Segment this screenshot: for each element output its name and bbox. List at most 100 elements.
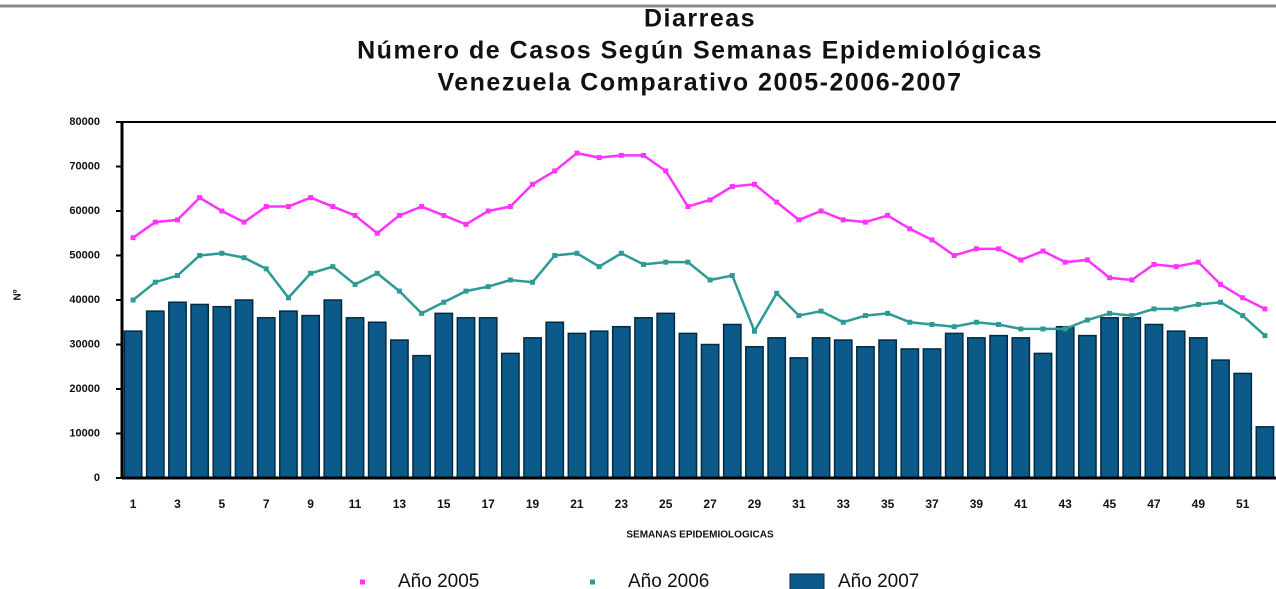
bar <box>745 345 764 479</box>
point <box>729 184 735 190</box>
x-tick-label: 19 <box>526 497 540 511</box>
point <box>840 217 846 223</box>
x-tick-label: 29 <box>748 497 762 511</box>
x-tick-label: 31 <box>792 497 806 511</box>
bar <box>1100 317 1119 479</box>
bar <box>1033 352 1053 479</box>
point <box>973 319 979 325</box>
x-tick-label: 9 <box>307 497 314 511</box>
bar <box>1122 317 1142 479</box>
y-tick-label: 80000 <box>69 116 100 128</box>
bar <box>634 317 653 479</box>
bar <box>900 348 920 479</box>
point <box>263 204 269 210</box>
point <box>330 264 336 270</box>
point <box>352 212 358 218</box>
point <box>641 261 647 267</box>
point <box>308 270 314 276</box>
point <box>241 219 247 225</box>
bar <box>145 310 165 479</box>
bar <box>1011 337 1031 479</box>
bar <box>123 330 143 479</box>
bar <box>190 303 210 479</box>
point <box>463 221 469 227</box>
legend-label: Año 2006 <box>628 571 709 589</box>
point <box>596 155 602 161</box>
point <box>330 204 336 210</box>
point <box>796 313 802 319</box>
bar <box>589 330 609 479</box>
x-tick-label: 17 <box>481 497 495 511</box>
x-tick-label: 47 <box>1147 497 1161 511</box>
point <box>374 230 380 236</box>
point <box>463 288 469 294</box>
point <box>1240 313 1246 319</box>
point <box>507 204 513 210</box>
bar <box>323 299 343 479</box>
point <box>419 204 425 210</box>
x-tick-label: 35 <box>881 497 895 511</box>
bar <box>678 332 698 479</box>
x-tick-label: 21 <box>570 497 584 511</box>
x-tick-label: 3 <box>174 497 181 511</box>
point <box>1062 259 1068 265</box>
point <box>1018 326 1024 332</box>
x-tick-label: 41 <box>1014 497 1028 511</box>
x-tick-label: 5 <box>219 497 226 511</box>
point <box>818 208 824 214</box>
bar <box>545 321 565 479</box>
y-tick-label: 10000 <box>69 427 100 439</box>
point <box>507 277 513 283</box>
bar <box>234 299 254 479</box>
point <box>285 204 291 210</box>
point <box>685 259 691 265</box>
bar <box>389 339 409 479</box>
x-tick-label: 27 <box>703 497 717 511</box>
x-tick-label: 33 <box>837 497 851 511</box>
bar <box>168 301 187 479</box>
point <box>1129 277 1135 283</box>
y-tick-label: 0 <box>94 472 100 484</box>
bar <box>434 312 454 479</box>
point <box>1218 281 1224 287</box>
bar <box>412 354 432 479</box>
point <box>530 181 536 187</box>
point <box>774 290 780 296</box>
point <box>907 226 913 232</box>
bar <box>478 317 498 479</box>
legend-swatch <box>789 573 825 589</box>
point <box>641 152 647 158</box>
bar <box>767 337 787 479</box>
point <box>996 246 1002 252</box>
x-tick-label: 1 <box>130 497 137 511</box>
point <box>840 319 846 325</box>
point <box>219 250 225 256</box>
bar <box>523 337 542 479</box>
point <box>152 219 158 225</box>
bar <box>922 348 942 479</box>
bar <box>1077 334 1097 479</box>
point <box>907 319 913 325</box>
legend-label: Año 2007 <box>838 571 919 589</box>
point <box>1173 264 1179 270</box>
line <box>132 151 1266 311</box>
point <box>1151 261 1157 267</box>
bar <box>700 343 720 479</box>
point <box>663 168 669 174</box>
chart-title: Diarreas <box>644 5 756 33</box>
point <box>396 212 402 218</box>
point <box>885 310 891 316</box>
bar <box>567 332 587 479</box>
y-tick-label: 20000 <box>69 383 100 395</box>
point <box>1262 333 1268 339</box>
bar <box>367 321 387 479</box>
bar <box>856 345 875 479</box>
point <box>1218 299 1224 305</box>
y-tick-label: 40000 <box>69 294 100 306</box>
line <box>132 251 1266 337</box>
y-tick-label: 70000 <box>69 160 100 172</box>
point <box>862 313 868 319</box>
x-tick-label: 43 <box>1058 497 1072 511</box>
bar <box>656 312 676 479</box>
point <box>774 199 780 205</box>
